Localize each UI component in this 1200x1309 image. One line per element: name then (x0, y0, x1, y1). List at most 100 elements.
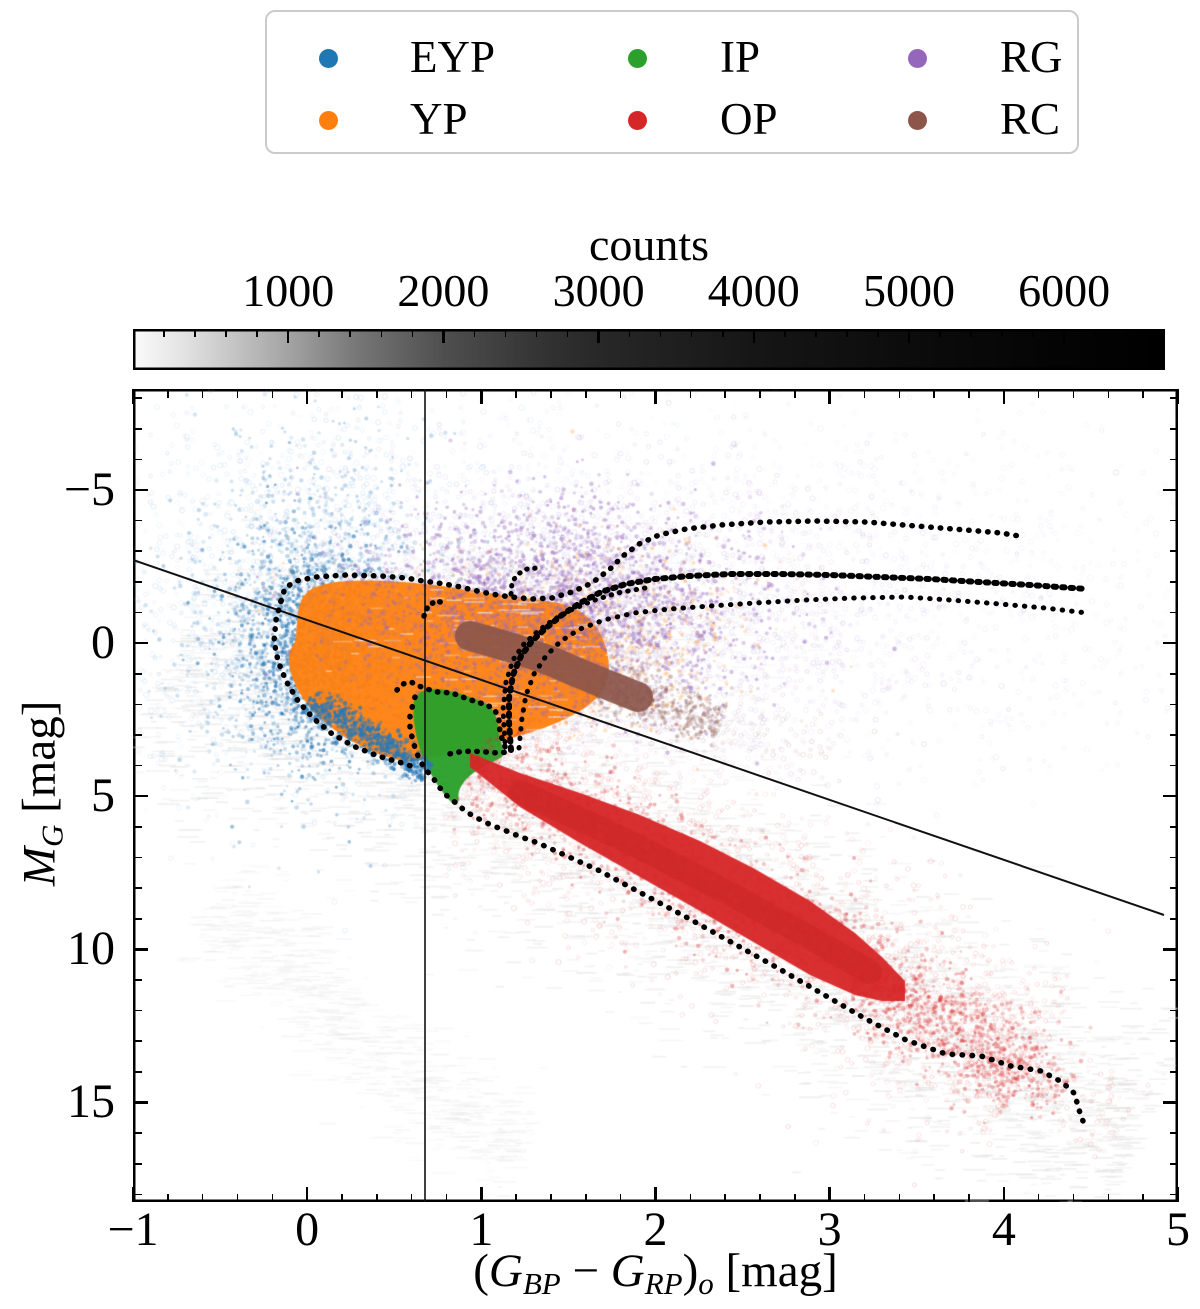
dotted-track-bottom (516, 594, 1090, 751)
y-minor-tick-left (133, 764, 142, 767)
colorbar-minor-tick (349, 329, 352, 337)
x-major-tick-bottom (828, 1187, 831, 1202)
y-major-tick-right (1163, 795, 1178, 798)
x-minor-tick-bottom (759, 1193, 761, 1202)
colorbar-tick-label: 5000 (862, 265, 955, 316)
x-minor-tick-top (898, 389, 901, 398)
legend-label-op: OP (720, 94, 778, 144)
plot-area (131, 389, 1180, 1202)
y-minor-tick-right (1169, 1132, 1178, 1134)
x-axis-label: (GBP − GRP)o [mag] (356, 1248, 956, 1299)
x-major-tick-bottom (305, 1187, 309, 1202)
y-minor-tick-left (133, 1040, 142, 1043)
y-major-tick-left (133, 488, 148, 492)
dotted-track-parallel-segment (500, 585, 648, 745)
dotted-hook-orange (421, 598, 448, 619)
y-minor-tick-right (1169, 550, 1178, 553)
label-part: − (560, 1245, 611, 1297)
colorbar-minor-tick (783, 329, 786, 337)
x-minor-tick-bottom (376, 1193, 378, 1202)
x-minor-tick-bottom (167, 1193, 169, 1202)
y-minor-tick-right (1169, 672, 1178, 675)
colorbar-minor-tick (690, 329, 693, 337)
x-major-tick-top (1002, 389, 1006, 404)
y-minor-tick-right (1169, 519, 1178, 522)
x-minor-tick-top (619, 389, 622, 398)
colorbar-minor-tick (970, 329, 972, 337)
y-minor-tick-left (133, 826, 142, 828)
x-tick-label: 4 (991, 1203, 1016, 1256)
dotted-hook-rg (508, 565, 540, 597)
x-minor-tick-bottom (863, 1193, 866, 1202)
y-minor-tick-right (1169, 1162, 1178, 1165)
y-minor-tick-left (133, 1132, 142, 1134)
colorbar-minor-tick (194, 329, 196, 337)
y-minor-tick-right (1169, 734, 1178, 736)
y-minor-tick-right (1169, 1193, 1178, 1196)
legend-label-rc: RC (1000, 94, 1061, 144)
x-minor-tick-top (341, 389, 343, 398)
colorbar-title: counts (588, 219, 710, 270)
legend-marker-rc-icon (907, 110, 927, 130)
x-minor-tick-top (759, 389, 761, 398)
colorbar-minor-tick (721, 329, 724, 337)
x-minor-tick-top (863, 389, 866, 398)
dotted-contour-green-left-red-lower (407, 694, 1086, 1124)
scatter-canvas (133, 389, 1178, 1202)
x-minor-tick-bottom (1142, 1193, 1144, 1202)
y-minor-tick-right (1169, 581, 1178, 583)
x-minor-tick-bottom (724, 1193, 726, 1202)
colorbar-minor-tick (504, 329, 507, 337)
x-minor-tick-top (167, 389, 169, 398)
y-minor-tick-left (133, 1071, 142, 1073)
x-minor-tick-bottom (898, 1193, 901, 1202)
x-tick-label: 1 (469, 1203, 494, 1256)
label-part: ) (682, 1245, 699, 1297)
x-minor-tick-bottom (410, 1193, 413, 1202)
x-minor-tick-top (236, 389, 239, 398)
x-minor-tick-bottom (585, 1193, 587, 1202)
label-part: BP (522, 1265, 561, 1301)
x-minor-tick-top (410, 389, 413, 398)
y-minor-tick-left (133, 581, 142, 583)
y-minor-tick-left (133, 458, 142, 461)
y-minor-tick-right (1169, 856, 1178, 859)
label-part: ( (473, 1245, 489, 1297)
colorbar-minor-tick (1156, 329, 1159, 337)
dotted-contour-top-and-top-track (278, 518, 1028, 604)
label-part: G (34, 824, 70, 847)
y-tick-label: 0 (91, 616, 115, 670)
legend: EYP YP IP OP RG RC (265, 10, 1079, 154)
y-tick-label: 15 (67, 1075, 115, 1129)
y-major-tick-left (133, 795, 148, 798)
y-minor-tick-right (1169, 703, 1178, 706)
x-minor-tick-top (376, 389, 378, 398)
y-minor-tick-right (1169, 979, 1178, 981)
colorbar-major-tick (907, 329, 911, 343)
x-minor-tick-top (550, 389, 552, 398)
y-minor-tick-left (133, 887, 142, 889)
x-minor-tick-top (933, 389, 935, 398)
x-minor-tick-bottom (619, 1193, 622, 1202)
y-minor-tick-right (1169, 1040, 1178, 1043)
colorbar-tick-label: 6000 (1018, 265, 1111, 316)
legend-marker-ip-icon (627, 48, 647, 68)
colorbar-tick-label: 4000 (707, 265, 800, 316)
x-minor-tick-bottom (341, 1193, 343, 1202)
x-minor-tick-top (271, 389, 274, 398)
x-major-tick-top (305, 389, 309, 404)
x-minor-tick-bottom (1072, 1193, 1075, 1202)
y-major-tick-left (133, 641, 148, 645)
colorbar-minor-tick (380, 329, 383, 337)
label-part: [mag] (713, 1245, 838, 1297)
colorbar-minor-tick (1001, 329, 1003, 337)
y-major-tick-right (1163, 1101, 1178, 1104)
colorbar-tick-label: 1000 (242, 265, 335, 316)
y-minor-tick-left (133, 1193, 142, 1196)
x-minor-tick-top (1072, 389, 1075, 398)
colorbar-major-tick (286, 329, 290, 343)
label-part: G (610, 1245, 645, 1297)
y-minor-tick-left (133, 703, 142, 706)
x-minor-tick-bottom (236, 1193, 239, 1202)
